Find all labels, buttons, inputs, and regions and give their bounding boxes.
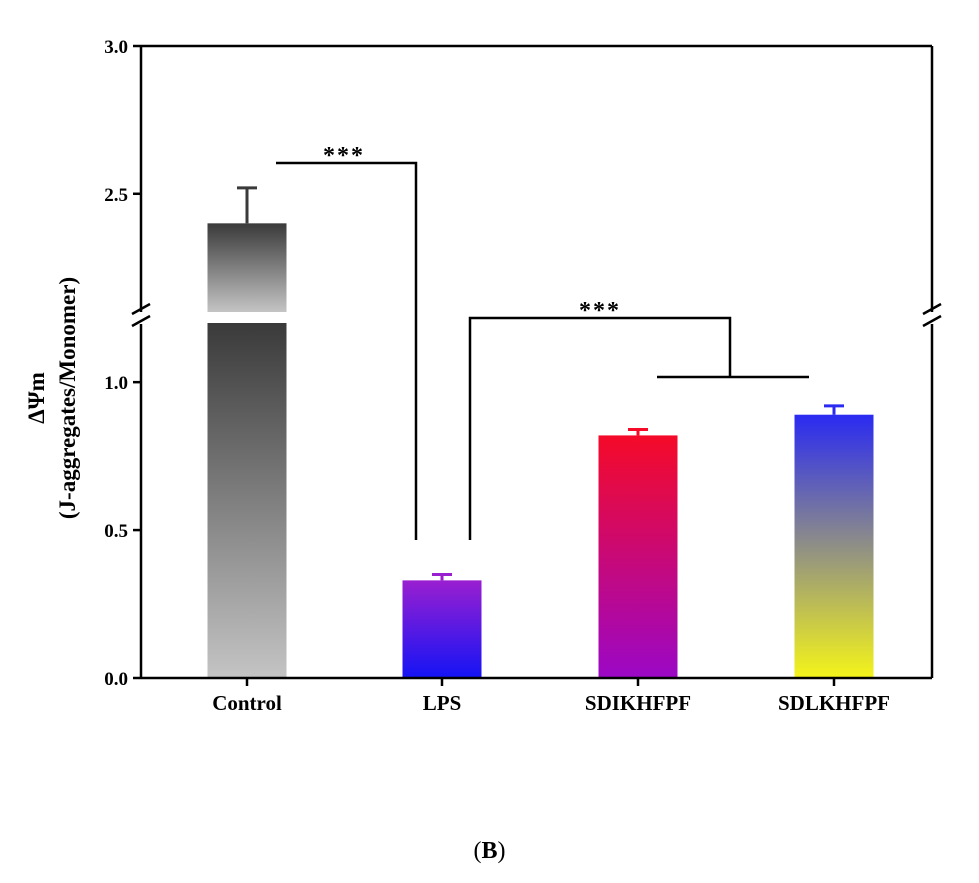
caption-close-paren: ) xyxy=(497,838,506,864)
axis-break-mark-left-1 xyxy=(131,302,151,316)
x-tick-label-control: Control xyxy=(212,691,282,715)
bar-sdlkhfpf xyxy=(794,414,874,678)
bar-lps xyxy=(402,580,482,678)
significance-stars-lps-peptides: *** xyxy=(579,298,621,324)
axis-break-mark-right-1 xyxy=(922,302,942,316)
axis-break-mark-right-2 xyxy=(922,314,942,328)
caption-label: B xyxy=(481,838,498,864)
y-axis-label-main: ΔΨm xyxy=(24,372,49,424)
y-tick-label: 0.0 xyxy=(104,669,128,690)
bar-chart: 0.0 0.5 1.0 2.5 3.0 Control LPS SDIKHFPF SDLKHFP… xyxy=(24,37,942,715)
y-axis-label-units: (J-aggregates/Monomer) xyxy=(55,277,80,519)
significance-stars-control-lps: *** xyxy=(323,143,365,169)
significance-bracket-control-lps xyxy=(276,161,418,540)
bar-control-lower xyxy=(207,323,287,678)
axis-break-mark-left-2 xyxy=(131,314,151,328)
bar-control-upper xyxy=(207,223,287,312)
bar-sdikhfpf xyxy=(598,435,678,678)
y-tick-label: 1.0 xyxy=(104,373,128,394)
y-tick-label: 0.5 xyxy=(104,521,128,542)
x-tick-label-sdikhfpf: SDIKHFPF xyxy=(585,691,691,715)
x-tick-label-lps: LPS xyxy=(423,691,462,715)
x-tick-label-sdlkhfpf: SDLKHFPF xyxy=(778,691,890,715)
figure-caption: (B) xyxy=(0,838,979,865)
y-tick-label: 2.5 xyxy=(104,185,128,206)
significance-bracket-lps-peptides xyxy=(468,316,732,540)
y-tick-label: 3.0 xyxy=(104,37,128,58)
caption-open-paren: ( xyxy=(473,838,482,864)
